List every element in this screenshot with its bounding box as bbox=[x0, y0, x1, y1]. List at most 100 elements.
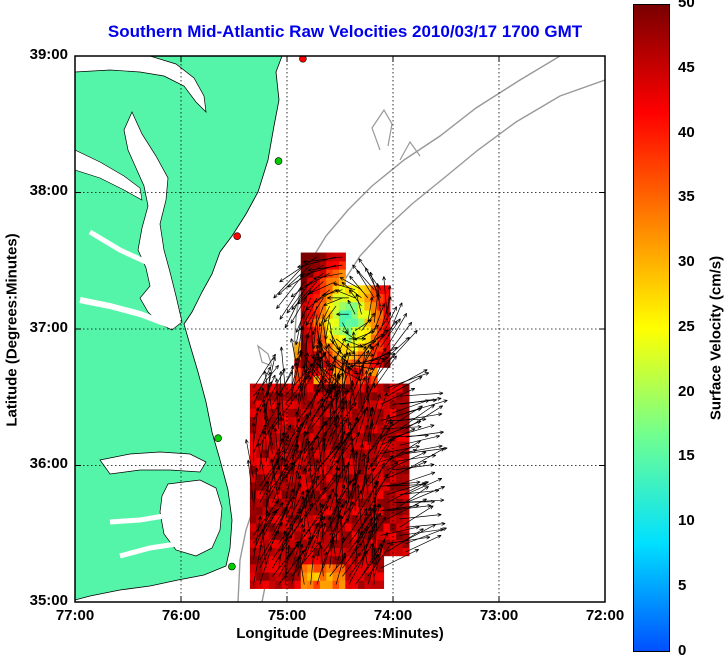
velocity-vector bbox=[299, 314, 305, 356]
chart-title: Southern Mid-Atlantic Raw Velocities 201… bbox=[107, 22, 583, 41]
velocity-vector bbox=[333, 282, 356, 291]
colorbar-tick: 10 bbox=[678, 512, 695, 529]
velocity-vector bbox=[279, 281, 305, 320]
velocity-vector bbox=[310, 446, 318, 487]
velocity-cell bbox=[345, 449, 353, 458]
velocity-cell bbox=[332, 309, 340, 319]
velocity-vector bbox=[393, 485, 429, 512]
velocity-cell bbox=[326, 473, 334, 483]
velocity-cell bbox=[319, 449, 327, 458]
velocity-cell bbox=[281, 514, 289, 524]
velocity-cell bbox=[249, 399, 257, 409]
velocity-cell bbox=[345, 285, 353, 295]
velocity-vector bbox=[253, 353, 276, 389]
velocity-cell bbox=[332, 457, 340, 467]
velocity-cell bbox=[396, 383, 404, 393]
velocity-cell bbox=[364, 301, 372, 311]
velocity-cell bbox=[402, 481, 410, 491]
velocity-vector bbox=[311, 305, 324, 336]
velocity-cell bbox=[345, 506, 353, 516]
y-tick-label: 39:00 bbox=[29, 46, 68, 63]
velocity-cell bbox=[358, 498, 365, 508]
x-tick-label: 75:00 bbox=[267, 607, 307, 624]
velocity-cell bbox=[319, 522, 327, 532]
velocity-cell bbox=[345, 399, 353, 409]
y-axis-label: Latitude (Degrees:Minutes) bbox=[3, 233, 21, 427]
velocity-cell bbox=[383, 490, 391, 499]
velocity-cell bbox=[358, 531, 365, 540]
velocity-cell bbox=[358, 457, 365, 467]
velocity-cell bbox=[338, 326, 346, 336]
velocity-vector bbox=[329, 354, 359, 375]
velocity-cell bbox=[313, 571, 321, 581]
velocity-cell bbox=[370, 375, 378, 385]
velocity-cell bbox=[383, 449, 391, 458]
velocity-vector bbox=[348, 421, 356, 462]
velocity-cell bbox=[307, 571, 315, 581]
velocity-vector bbox=[399, 404, 435, 430]
velocity-cell bbox=[358, 465, 365, 475]
velocity-vector bbox=[349, 275, 369, 299]
velocity-cell bbox=[249, 490, 257, 499]
velocity-cell bbox=[364, 293, 372, 303]
velocity-cell bbox=[370, 440, 378, 450]
velocity-cell bbox=[383, 309, 391, 319]
velocity-vector bbox=[405, 534, 442, 553]
velocity-cell bbox=[370, 498, 378, 508]
velocity-cell bbox=[249, 457, 257, 467]
velocity-cell bbox=[364, 555, 372, 565]
velocity-cell bbox=[364, 465, 372, 475]
velocity-cell bbox=[338, 399, 346, 409]
velocity-cell bbox=[275, 506, 283, 516]
velocity-cell bbox=[345, 301, 353, 311]
velocity-cell bbox=[351, 465, 359, 475]
velocity-cell bbox=[326, 547, 334, 557]
velocity-cell bbox=[313, 498, 321, 508]
velocity-cell bbox=[358, 473, 365, 483]
velocity-vector bbox=[270, 458, 280, 503]
velocity-vector bbox=[380, 445, 420, 454]
velocity-cell bbox=[268, 465, 276, 475]
velocity-cell bbox=[313, 391, 321, 401]
velocity-cell bbox=[383, 408, 391, 417]
velocity-cell bbox=[249, 391, 257, 401]
velocity-cell bbox=[402, 506, 410, 516]
velocity-cell bbox=[294, 490, 302, 499]
velocity-cell bbox=[389, 449, 397, 458]
neuse-river bbox=[119, 541, 177, 559]
radar-station-marker bbox=[214, 434, 222, 443]
velocity-cell bbox=[307, 547, 315, 557]
y-tick-label: 38:00 bbox=[29, 182, 68, 199]
velocity-cell bbox=[249, 473, 257, 483]
velocity-vector bbox=[354, 407, 368, 446]
velocity-cell bbox=[300, 563, 308, 573]
velocity-cell bbox=[364, 334, 372, 344]
velocity-vector bbox=[259, 374, 276, 413]
velocity-vector bbox=[399, 412, 443, 422]
velocity-cell bbox=[402, 416, 410, 426]
velocity-cell bbox=[300, 326, 308, 336]
velocity-cell bbox=[294, 580, 302, 589]
velocity-cell bbox=[402, 531, 410, 540]
velocity-vector bbox=[310, 363, 340, 395]
velocity-cell bbox=[300, 490, 308, 499]
x-tick-label: 73:00 bbox=[479, 607, 519, 624]
velocity-vector bbox=[337, 384, 343, 429]
velocity-cell bbox=[332, 350, 340, 360]
velocity-cell bbox=[358, 391, 365, 401]
velocity-cell bbox=[370, 391, 378, 401]
velocity-vector bbox=[405, 478, 443, 495]
velocity-cell bbox=[326, 531, 334, 540]
velocity-cell bbox=[249, 547, 257, 557]
velocity-cell bbox=[288, 424, 296, 434]
velocity-cell bbox=[288, 465, 296, 475]
velocity-cell bbox=[345, 547, 353, 557]
x-tick-label: 72:00 bbox=[585, 607, 625, 624]
x-axis-label: Longitude (Degrees:Minutes) bbox=[236, 625, 444, 642]
velocity-cell bbox=[396, 547, 404, 557]
velocity-cell bbox=[319, 580, 327, 589]
velocity-cell bbox=[377, 473, 385, 483]
velocity-cell bbox=[370, 547, 378, 557]
velocity-cell bbox=[383, 498, 391, 508]
velocity-cell bbox=[307, 555, 315, 565]
